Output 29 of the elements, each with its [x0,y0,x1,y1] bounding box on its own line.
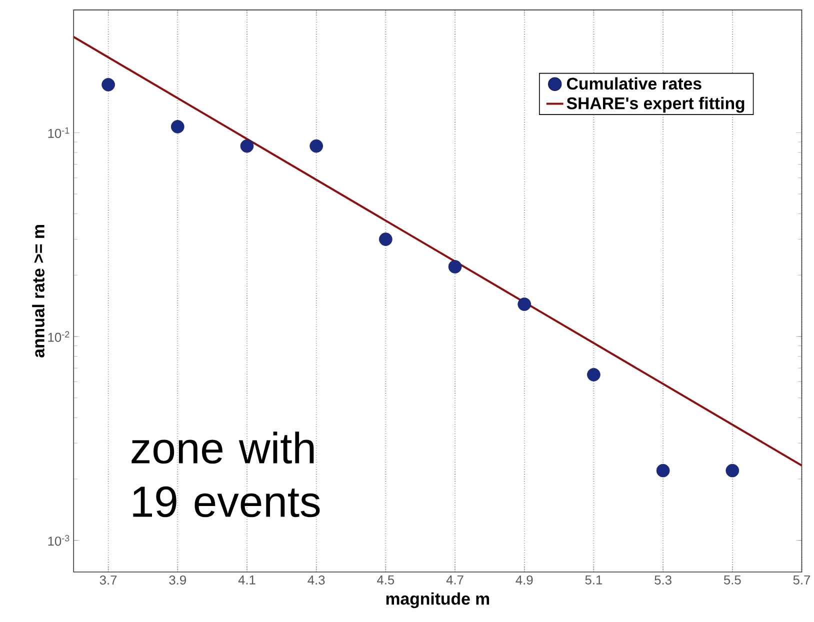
x-tick-label: 5.3 [654,576,672,585]
point [379,232,392,246]
point [240,140,254,153]
x-tick-label: 4.9 [516,576,533,585]
point [518,298,532,312]
x-tick-label: 4.7 [446,576,464,584]
y-tick-label: 10$^{-2}$ [48,331,70,342]
legend-label: SHARE's expert fitting [566,97,744,113]
point [102,78,115,92]
point [656,464,670,478]
y-axis-title: annual rate >= m [32,225,44,358]
x-tick-label: 5.1 [585,576,602,585]
legend-label: Cumulative rates [566,77,702,90]
point [726,464,740,478]
y-tick-label: 10$^{-3}$ [48,535,70,546]
x-tick-label: 3.9 [169,576,186,585]
point [310,140,323,153]
x-tick-label: 4.5 [377,576,394,585]
annotation: zone with 19 events [132,432,320,518]
x-axis-title: magnitude m [386,592,490,608]
y-tick-label: 10$^{-1}$ [48,128,70,138]
x-tick-label: 4.3 [308,576,325,585]
point [170,120,184,134]
x-tick-label: 5.7 [793,576,810,585]
point [587,368,600,382]
x-tick-label: 3.7 [100,576,117,585]
x-tick-label: 4.1 [238,576,256,584]
point [448,260,462,274]
x-tick-label: 5.5 [724,576,741,585]
